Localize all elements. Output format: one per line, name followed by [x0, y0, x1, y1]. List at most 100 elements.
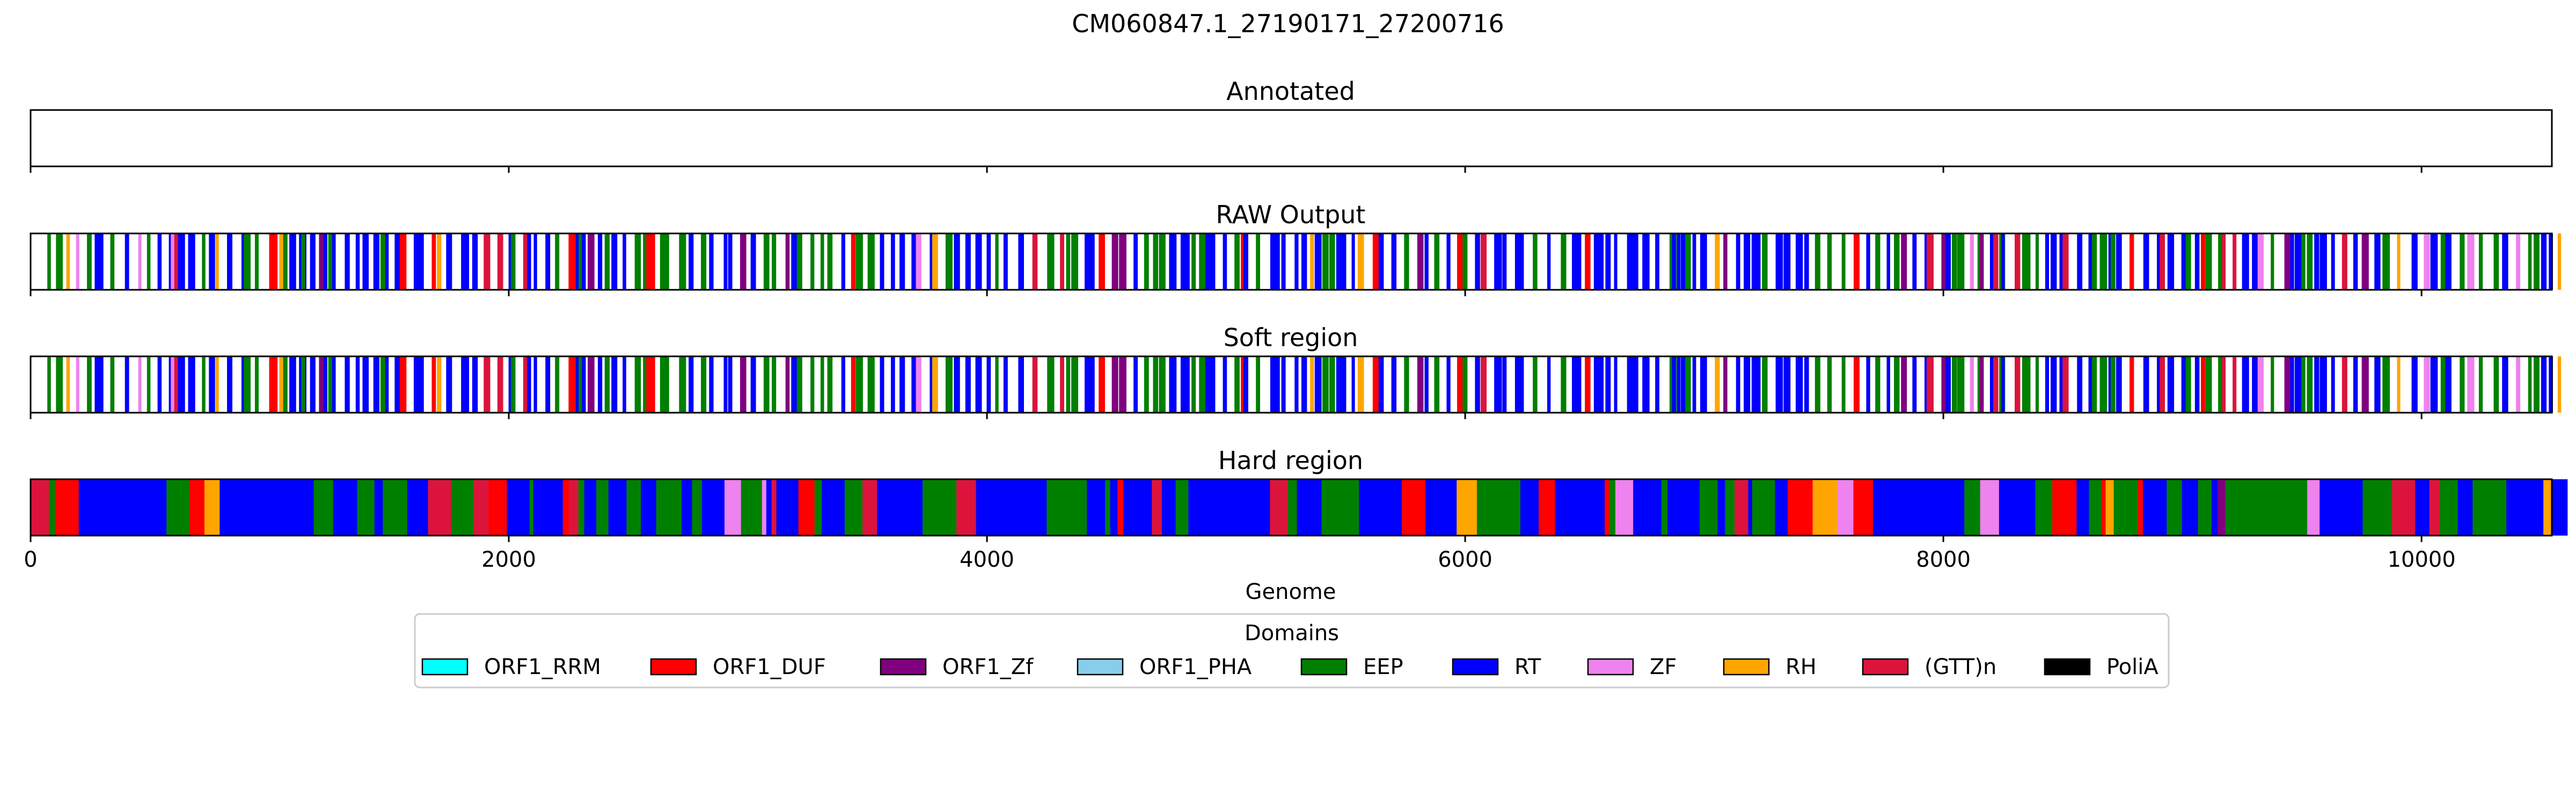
domain-mark: [750, 356, 756, 413]
domain-mark: [545, 233, 551, 290]
track-ticks: [30, 413, 2423, 419]
track-frame: [30, 355, 2553, 414]
domain-mark: [1685, 356, 1691, 413]
domain-mark: [333, 479, 357, 536]
domain-mark: [1795, 356, 1803, 413]
domain-mark: [1462, 233, 1468, 290]
domain-mark: [143, 479, 167, 536]
domain-mark: [1169, 233, 1177, 290]
domain-mark: [1446, 233, 1451, 290]
domain-mark: [2015, 356, 2021, 413]
domain-mark: [355, 356, 360, 413]
domain-mark: [1941, 233, 1948, 290]
domain-mark: [1633, 479, 1650, 536]
domain-mark: [2528, 233, 2532, 290]
domain-mark: [383, 479, 408, 536]
x-tick-label: 8000: [1916, 547, 1971, 572]
x-tick-label: 6000: [1438, 547, 1492, 572]
domain-mark: [899, 233, 905, 290]
domain-mark: [1270, 233, 1278, 290]
domain-mark: [283, 356, 288, 413]
chart-title: CM060847.1_27190171_27200716: [1072, 9, 1504, 38]
domain-mark: [473, 479, 489, 536]
domain-mark: [1945, 356, 1951, 413]
domain-mark: [1105, 479, 1111, 536]
domain-mark: [1161, 479, 1176, 536]
domain-mark: [373, 233, 380, 290]
domain-mark: [2341, 356, 2347, 413]
domain-mark: [2502, 233, 2508, 290]
domain-mark: [723, 356, 728, 413]
domain-mark: [1872, 479, 1894, 536]
domain-mark: [1425, 479, 1450, 536]
domain-mark: [724, 479, 742, 536]
domain-mark: [2089, 479, 2102, 536]
track-ticks: [30, 166, 2423, 173]
domain-mark: [1502, 233, 1507, 290]
domain-mark: [1281, 356, 1286, 413]
domain-mark: [1071, 233, 1079, 290]
domain-mark: [1060, 356, 1064, 413]
domain-mark: [1875, 233, 1880, 290]
legend-label: (GTT)n: [1924, 655, 1996, 679]
domain-mark: [1060, 233, 1064, 290]
legend: Domains ORF1_RRM ORF1_DUF ORF1_Zf ORF1_PHA EE…: [414, 613, 2170, 689]
domain-mark: [1631, 233, 1638, 290]
domain-mark: [2022, 479, 2036, 536]
domain-mark: [1999, 479, 2022, 536]
domain-mark: [1340, 233, 1346, 290]
domain-mark: [2252, 233, 2259, 290]
domain-mark: [660, 233, 665, 290]
track-marks: [47, 356, 2562, 413]
domain-mark: [1827, 233, 1832, 290]
legend-swatch: [1723, 658, 1770, 676]
domain-mark: [851, 356, 856, 413]
domain-mark: [279, 233, 286, 290]
domain-mark: [1866, 233, 1870, 290]
domain-mark: [2374, 356, 2381, 413]
domain-mark: [880, 233, 884, 290]
domain-mark: [2374, 233, 2381, 290]
domain-mark: [1739, 479, 1749, 536]
domain-mark: [1901, 233, 1907, 290]
domain-mark: [2289, 479, 2308, 536]
domain-mark: [643, 233, 647, 290]
domain-mark: [901, 479, 923, 536]
legend-label: RT: [1514, 655, 1541, 679]
domain-mark: [1577, 356, 1582, 413]
domain-mark: [2534, 356, 2540, 413]
domain-mark: [611, 356, 618, 413]
x-axis: 0 2000 4000 6000 8000 10000: [24, 547, 2456, 572]
domain-mark: [1133, 356, 1138, 413]
domain-mark: [1119, 233, 1126, 290]
domain-mark: [510, 356, 516, 413]
domain-mark: [2110, 233, 2116, 290]
domain-mark: [2181, 356, 2187, 413]
domain-mark: [488, 479, 508, 536]
domain-mark: [820, 356, 824, 413]
domain-mark: [209, 233, 215, 290]
domain-mark: [2015, 233, 2021, 290]
domain-mark: [1256, 233, 1261, 290]
domain-mark: [1677, 356, 1681, 413]
domain-mark: [1480, 356, 1487, 413]
domain-mark: [568, 233, 576, 290]
domain-mark: [880, 356, 884, 413]
domain-mark: [1672, 356, 1676, 413]
domain-mark: [533, 479, 548, 536]
domain-mark: [956, 479, 977, 536]
legend-swatch: [1300, 658, 1348, 676]
domain-mark: [2516, 356, 2521, 413]
domain-mark: [855, 356, 863, 413]
domain-mark: [2051, 356, 2057, 413]
domain-mark: [1653, 479, 1662, 536]
domain-mark: [1979, 356, 1984, 413]
domain-mark: [324, 233, 328, 290]
domain-mark: [1099, 356, 1105, 413]
domain-mark: [47, 356, 51, 413]
domain-mark: [2143, 233, 2149, 290]
domain-mark: [31, 479, 49, 536]
domain-mark: [689, 233, 694, 290]
domain-mark: [1650, 479, 1655, 536]
